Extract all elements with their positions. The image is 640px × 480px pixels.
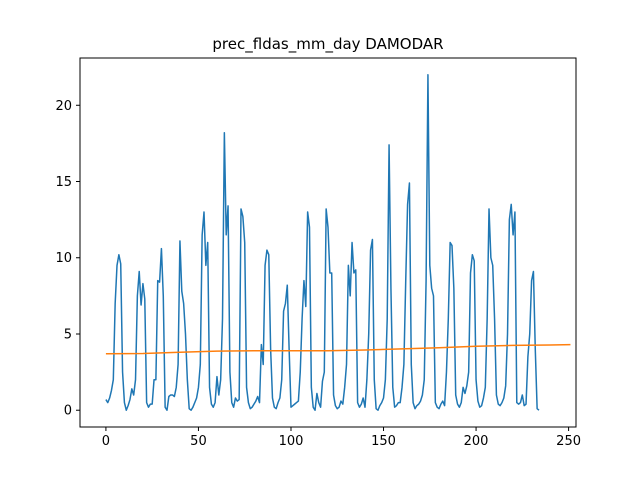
chart-title: prec_fldas_mm_day DAMODAR — [212, 35, 443, 54]
series-line-1 — [105, 74, 540, 411]
y-tick-label: 20 — [55, 99, 72, 114]
x-tick-label: 50 — [190, 434, 207, 449]
axes-layer: 0 50 100 150 200 250 0 5 10 15 20 — [55, 99, 581, 449]
x-tick-label: 150 — [371, 434, 396, 449]
axes-frame — [79, 57, 577, 428]
x-tick-label: 100 — [279, 434, 304, 449]
y-tick-label: 5 — [64, 327, 72, 342]
x-tick-label: 200 — [464, 434, 489, 449]
series-layer — [105, 74, 571, 411]
y-tick-label: 10 — [55, 251, 72, 266]
series-line-2 — [105, 343, 571, 355]
x-tick-label: 0 — [102, 434, 110, 449]
y-tick-label: 0 — [64, 404, 72, 419]
y-tick-label: 15 — [55, 175, 72, 190]
x-tick-label: 250 — [556, 434, 581, 449]
